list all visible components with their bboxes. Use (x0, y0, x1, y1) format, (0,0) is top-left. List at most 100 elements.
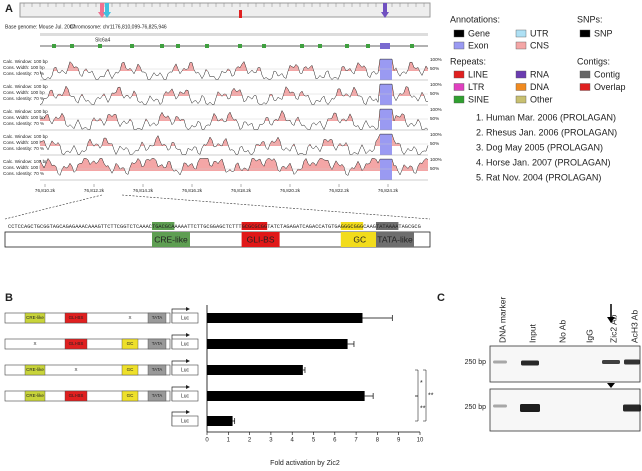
construct (4, 338, 171, 350)
sequence: GCGCGCGG (242, 224, 268, 230)
construct-element (64, 312, 88, 324)
legend-swatch (453, 70, 465, 79)
track-setting: Calc. Window: 100 bp (3, 59, 48, 64)
track-setting: Cons. Width: 100 bp (3, 165, 45, 170)
construct-element (64, 390, 88, 402)
sequence: TAGCGCG (398, 224, 420, 230)
construct-label: TATA (152, 393, 163, 398)
construct-label: GC (127, 341, 135, 346)
sequence: AAAATTCTTGCGGAGCTCTTT (174, 224, 241, 230)
tss-arrowhead (186, 410, 190, 414)
gel-band (602, 360, 620, 364)
legend-swatch (453, 83, 465, 91)
legend-item: RNA (530, 69, 549, 79)
scale-label: 50% (430, 141, 439, 146)
panel-label: C (437, 292, 445, 304)
construct-label: X (33, 341, 36, 346)
legend-item: CNS (530, 40, 549, 50)
label: Slc6a4 (95, 37, 111, 43)
track-setting: Cons. Width: 100 bp (3, 115, 45, 120)
track-setting: Cons. Identity: 70 % (3, 121, 44, 126)
ruler (19, 2, 431, 18)
sequence: TATAAAA (376, 224, 399, 230)
x-tick-label: 6 (333, 438, 337, 444)
marker (239, 10, 242, 18)
scale-label: 100% (430, 132, 442, 137)
cns-area (48, 84, 425, 96)
gel-band (521, 360, 539, 366)
construct-element (121, 364, 139, 376)
sequence: TATCTAGAGATCAGACCATGTGA (267, 224, 341, 230)
reporter (171, 338, 199, 350)
legend-swatch (453, 41, 465, 50)
exon-area (380, 159, 392, 180)
legend-item: Contig (594, 69, 620, 79)
legend-item: Gene (468, 28, 490, 38)
scale-label: 50% (430, 166, 439, 171)
sequence: CCTCCAGCTGCGGTAGCAGAGAAACAAAGTTCTTCGGTCT… (8, 224, 152, 230)
reporter-label: Luc (181, 367, 190, 373)
bar (207, 391, 365, 401)
gel-band (493, 404, 507, 408)
exon-block (380, 43, 390, 49)
reporter (171, 415, 199, 427)
legend-item: SINE (468, 94, 489, 104)
legend-swatch (579, 83, 591, 91)
conservation-curve (39, 58, 429, 80)
construct-element (64, 338, 88, 350)
position-label: 76,816.2k (182, 188, 203, 193)
construct (4, 364, 171, 376)
construct-label: TATA (152, 367, 163, 372)
reporter-label: Luc (181, 393, 190, 399)
sequence-highlight (376, 222, 399, 230)
arrowhead (607, 317, 615, 323)
reporter (171, 364, 199, 376)
legend-item: SNP (594, 28, 613, 38)
legend-swatch (515, 83, 527, 91)
significance-label: ** (420, 405, 426, 412)
exon-block (262, 44, 266, 48)
conservation-curve (39, 108, 429, 131)
element-label: TATA-like (377, 234, 413, 244)
reporter-label: Luc (181, 315, 190, 321)
exon-block (205, 44, 209, 48)
construct-label: GLI-BS (69, 315, 84, 320)
track-setting: Cons. Identity: 70 % (3, 71, 44, 76)
significance-label: * (420, 380, 423, 387)
gel-band (493, 360, 507, 364)
track-setting: Calc. Window: 100 bp (3, 159, 48, 164)
gel-band (624, 359, 640, 365)
legend-swatch (515, 29, 527, 38)
legend-item: DNA (530, 82, 549, 92)
x-tick-label: 2 (248, 438, 252, 444)
zoom-line (4, 194, 103, 220)
lane-label: Zic2 Ab (608, 314, 618, 343)
construct-label: TATA (152, 315, 163, 320)
legend-swatch (453, 29, 465, 38)
construct-element (147, 390, 167, 402)
track-setting: Cons. Identity: 70 % (3, 146, 44, 151)
scale-label: 100% (430, 157, 442, 162)
bar (207, 416, 233, 426)
sequence-highlight (340, 222, 364, 230)
legend-swatch (515, 70, 527, 79)
construct-label: X (74, 367, 77, 372)
reporter-label: Luc (181, 418, 190, 424)
legend-swatch (579, 29, 591, 38)
x-tick-label: 1 (227, 438, 231, 444)
construct-label: CRE-like (26, 393, 44, 398)
gel-band (623, 404, 641, 412)
exon-block (366, 44, 370, 48)
cns-area (40, 134, 428, 146)
label: Base genome: Mouse Jul. 2007 (5, 24, 76, 30)
x-tick-label: 8 (376, 438, 380, 444)
track-setting: Calc. Window: 100 bp (3, 109, 48, 114)
construct-element (24, 364, 46, 376)
marker-arrow (98, 3, 106, 18)
panel-label: A (5, 3, 13, 15)
promoter-box (4, 231, 431, 248)
lane-label: IgG (584, 329, 594, 343)
track-setting: Calc. Window: 100 bp (3, 134, 48, 139)
construct (4, 390, 171, 402)
x-tick-label: 0 (205, 438, 209, 444)
